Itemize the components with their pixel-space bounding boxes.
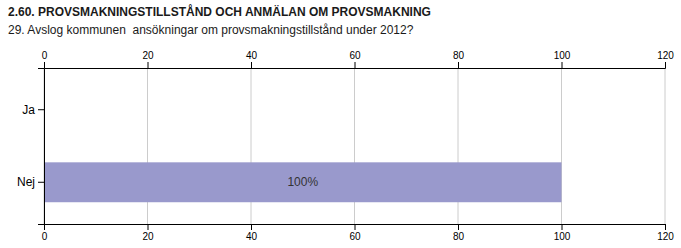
tick: 20: [142, 50, 154, 68]
bars: [44, 162, 562, 202]
tick-label: 20: [142, 231, 154, 242]
tick-mark: [355, 62, 356, 68]
tick-mark: [665, 62, 666, 68]
tick: 120: [657, 224, 674, 242]
tick-label: 100: [554, 50, 571, 61]
tick: 20: [142, 224, 154, 242]
tick-label: 100: [554, 231, 571, 242]
tick: 100: [554, 50, 571, 68]
tick-label: 120: [657, 50, 674, 61]
chart-container: 2.60. PROVSMAKNINGSTILLSTÅND OCH ANMÄLAN…: [0, 0, 681, 248]
tick: 40: [246, 50, 258, 68]
tick: 60: [349, 50, 361, 68]
axis-domain: [38, 69, 45, 225]
tick-label: Ja: [22, 103, 35, 117]
tick-label: 80: [453, 50, 465, 61]
tick-label: 0: [42, 231, 48, 242]
tick-label: 80: [453, 231, 465, 242]
subtitle: 29. Avslog kommunen ansökningar om provs…: [8, 23, 414, 37]
tick-mark: [148, 62, 149, 68]
tick-label: 60: [349, 50, 361, 61]
tick: 40: [246, 224, 258, 242]
tick-mark: [458, 62, 459, 68]
tick-label: 40: [246, 231, 258, 242]
axis-domain: [45, 225, 666, 231]
tick-label: Nej: [17, 175, 35, 189]
tick-mark: [251, 62, 252, 68]
x-axis-top: 0 20 40 60 80 100 120: [42, 50, 675, 69]
data-label: 100%: [287, 175, 318, 189]
x-axis-bottom: 0 20 40 60 80 100 120: [42, 224, 675, 242]
tick-mark: [562, 224, 563, 230]
tick-label: 0: [42, 50, 48, 61]
tick-mark: [38, 109, 44, 110]
tick-mark: [562, 62, 563, 68]
y-axis: Ja Nej: [17, 69, 45, 225]
plot-area: 100% 0 20 40 60 80 100 120 0 20 40 60 80 100 120 Ja Nej: [17, 50, 674, 242]
tick: Ja: [22, 103, 44, 117]
tick-mark: [38, 182, 44, 183]
tick-mark: [458, 224, 459, 230]
chart-svg: 2.60. PROVSMAKNINGSTILLSTÅND OCH ANMÄLAN…: [0, 0, 681, 248]
tick-label: 120: [657, 231, 674, 242]
tick-label: 40: [246, 50, 258, 61]
tick-mark: [148, 224, 149, 230]
tick: 80: [453, 224, 465, 242]
tick-label: 60: [349, 231, 361, 242]
title: 2.60. PROVSMAKNINGSTILLSTÅND OCH ANMÄLAN…: [8, 4, 431, 19]
tick: 100: [554, 224, 571, 242]
tick-mark: [251, 224, 252, 230]
tick: Nej: [17, 175, 44, 189]
grid: [44, 68, 665, 224]
data-labels: 100%: [287, 175, 318, 189]
tick: 80: [453, 50, 465, 68]
tick-mark: [355, 224, 356, 230]
tick: 0: [42, 50, 48, 68]
tick: 60: [349, 224, 361, 242]
tick: 120: [657, 50, 674, 68]
tick: 0: [42, 224, 48, 242]
tick-mark: [665, 224, 666, 230]
bar: [44, 162, 562, 202]
tick-label: 20: [142, 50, 154, 61]
axis-domain: [45, 62, 666, 69]
tick-mark: [44, 62, 45, 68]
grid-line: [665, 68, 666, 224]
